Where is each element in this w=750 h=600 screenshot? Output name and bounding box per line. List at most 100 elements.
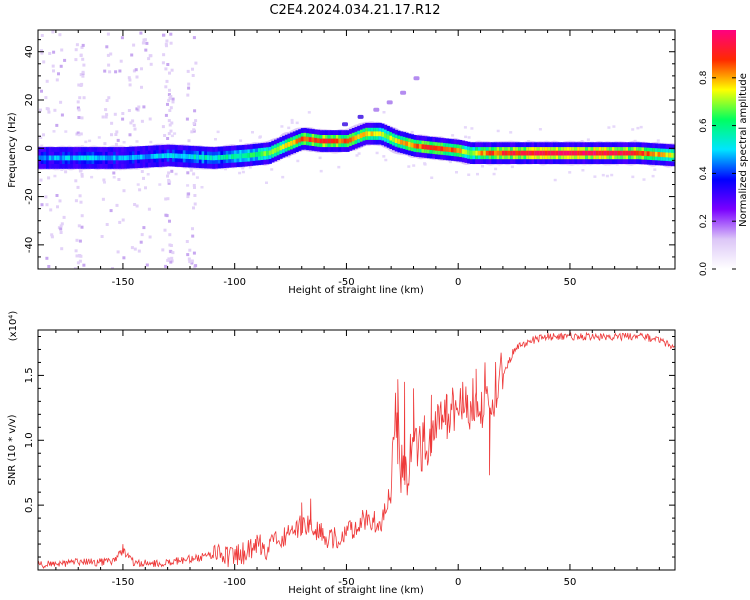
noise-speck [119,59,123,63]
ridge-cell [131,155,136,160]
ridge-cell [134,154,138,160]
noise-speck [464,135,468,139]
ridge-cell [654,151,659,157]
ridge-cell [207,155,211,160]
ridge-cell [327,138,331,144]
ridge-cell [477,150,482,156]
noise-speck [187,257,191,261]
noise-speck [168,219,171,223]
noise-speck [164,85,168,89]
noise-speck [113,112,117,116]
noise-speck [74,48,78,52]
noise-speck [656,139,660,142]
ridge-cell [349,137,353,143]
x-tick-label: 0 [455,277,461,288]
ridge-cell [62,155,66,161]
noise-speck [50,235,54,239]
noise-speck [112,171,116,175]
noise-speck [192,251,196,255]
noise-speck [132,123,136,127]
ridge-cell [429,145,433,150]
ridge-cell [91,155,95,161]
noise-speck [580,140,584,143]
noise-speck [116,138,120,142]
ridge-cell [54,155,58,161]
noise-speck [147,207,151,211]
noise-speck [190,130,194,134]
noise-speck [75,43,79,47]
ridge-cell [196,154,200,160]
noise-speck [191,74,195,77]
ridge-cell [544,150,549,156]
ridge-cell [386,134,390,140]
y-tick-label: -20 [24,188,35,204]
ridge-cell [367,131,372,137]
snr-y-multiplier: (x10⁴) [8,311,19,342]
noise-speck [110,121,114,125]
ridge-cell [649,151,653,157]
snr-series-line [38,331,675,569]
noise-speck [166,174,169,178]
ridge-cell [408,142,412,147]
ridge-cell [585,150,589,156]
ridge-cell [298,137,302,143]
noise-speck [138,188,142,192]
noise-speck [82,96,86,100]
noise-speck [59,100,63,104]
noise-speck [193,186,196,189]
noise-speck [193,202,197,206]
spectrogram-frame [37,29,676,270]
noise-speck [103,142,107,146]
ridge-cell [469,150,473,156]
noise-speck [191,227,194,231]
noise-speck [238,171,242,175]
noise-speck [148,54,152,58]
noise-speck [270,168,274,171]
noise-speck [100,235,104,238]
ridge-cell [606,150,610,156]
ridge-cell [223,154,227,160]
noise-speck [60,48,64,52]
ridge-cell [102,155,106,161]
noise-speck [135,75,139,79]
ridge-cell [496,150,500,156]
noise-speck [167,93,171,97]
noise-speck [42,133,45,137]
ridge-cell [622,150,626,156]
noise-speck [81,70,85,74]
noise-speck [158,183,162,186]
noise-speck [117,178,121,181]
ridge-cell [617,150,621,156]
noise-speck [140,85,143,89]
snr-y-ticks: 0.5 1.0 1.5 [24,335,675,558]
colorbar-tick-label: 0.4 [699,166,709,181]
noise-speck [140,233,144,237]
ridge-cell [370,131,374,137]
ridge-cell [416,143,420,149]
noise-speck [44,96,48,100]
noise-speck [122,189,126,193]
ridge-cell [574,150,578,156]
noise-speck [169,41,173,45]
noise-speck [115,130,119,134]
noise-speck [186,253,190,257]
noise-speck [145,41,149,45]
noise-speck [185,117,189,121]
ridge-cell [402,140,406,146]
noise-speck [105,223,109,226]
snr-x-label: Height of straight line (km) [288,585,424,596]
ridge-cell [209,155,213,161]
noise-speck [194,119,198,123]
spectrogram-panel: -150 -100 -50 0 50 -40 -20 0 20 40 Height of str… [7,29,676,296]
ridge-cell [523,150,527,156]
ridge-cell [502,150,506,156]
ridge-cell [483,150,487,156]
noise-speck [114,142,118,146]
noise-speck [58,199,62,203]
noise-speck [134,68,138,72]
noise-speck [384,158,388,162]
ridge-cell [392,137,396,142]
noise-speck [142,176,145,180]
noise-speck [45,79,49,83]
noise-speck [463,126,467,129]
